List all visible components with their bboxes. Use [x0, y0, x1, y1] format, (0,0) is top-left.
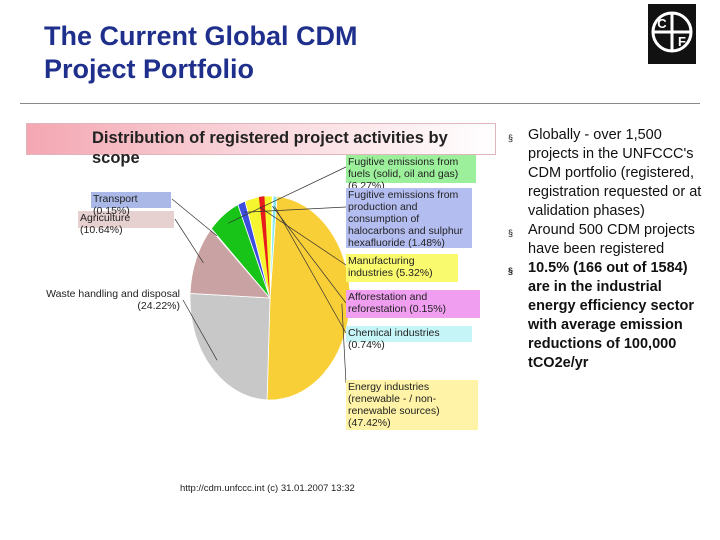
organization-logo: C F — [648, 4, 696, 64]
leader-line — [341, 303, 347, 384]
label-fugitive-fuels: Fugitive emissions from fuels (solid, oi… — [346, 155, 476, 192]
slide-title-line1: The Current Global CDM — [44, 21, 358, 51]
bullet-item: § Around 500 CDM projects have been regi… — [508, 221, 708, 259]
cf-logo-icon: C F — [648, 4, 696, 64]
bullet-marker: § — [508, 266, 514, 276]
source-note: http://cdm.unfccc.int (c) 31.01.2007 13:… — [180, 483, 355, 494]
leader-line — [171, 198, 218, 237]
bullet-text: Globally - over 1,500 projects in the UN… — [528, 127, 702, 219]
bullet-item: § Globally - over 1,500 projects in the … — [508, 126, 708, 221]
bullet-text: Around 500 CDM projects have been regist… — [528, 222, 695, 257]
svg-text:C: C — [657, 16, 667, 31]
leader-line — [228, 166, 347, 224]
chart-title: Distribution of registered project activ… — [92, 129, 448, 167]
label-afforestation: Afforestation and reforestation (0.15%) — [346, 290, 480, 318]
leader-line — [182, 299, 218, 361]
label-agriculture: Agriculture (10.64%) — [78, 211, 174, 236]
slide-title-line2: Project Portfolio — [44, 54, 255, 84]
pie-slice — [266, 195, 351, 401]
leader-line — [272, 206, 347, 304]
bullet-list: § Globally - over 1,500 projects in the … — [508, 126, 708, 373]
title-divider — [20, 103, 700, 104]
label-fugitive-halocarbons: Fugitive emissions from production and c… — [346, 188, 472, 249]
bullet-text: 10.5% (166 out of 1584) are in the indus… — [528, 260, 695, 371]
pie-chart — [171, 166, 351, 401]
label-energy-industries: Energy industries (renewable - / non-ren… — [346, 380, 478, 430]
leader-line — [174, 218, 204, 264]
svg-text:F: F — [678, 34, 686, 49]
pie-slice-red — [258, 196, 270, 298]
label-transport: Transport (0.15%) — [91, 192, 171, 217]
bullet-marker: § — [508, 133, 514, 143]
pie-slice — [269, 195, 278, 299]
chart-title-bar — [26, 123, 496, 155]
label-manufacturing: Manufacturing industries (5.32%) — [346, 254, 458, 282]
leader-line — [244, 206, 347, 213]
leader-line — [259, 206, 347, 266]
bullet-marker: § — [508, 228, 514, 238]
bullet-item: § 10.5% (166 out of 1584) are in the ind… — [508, 259, 708, 373]
leader-line — [274, 206, 347, 334]
label-waste-handling: Waste handling and disposal (24.22%) — [46, 288, 180, 312]
label-chemical-industries: Chemical industries (0.74%) — [346, 326, 472, 351]
slide-title: The Current Global CDM Project Portfolio — [44, 20, 604, 86]
pie-slice — [189, 293, 271, 401]
